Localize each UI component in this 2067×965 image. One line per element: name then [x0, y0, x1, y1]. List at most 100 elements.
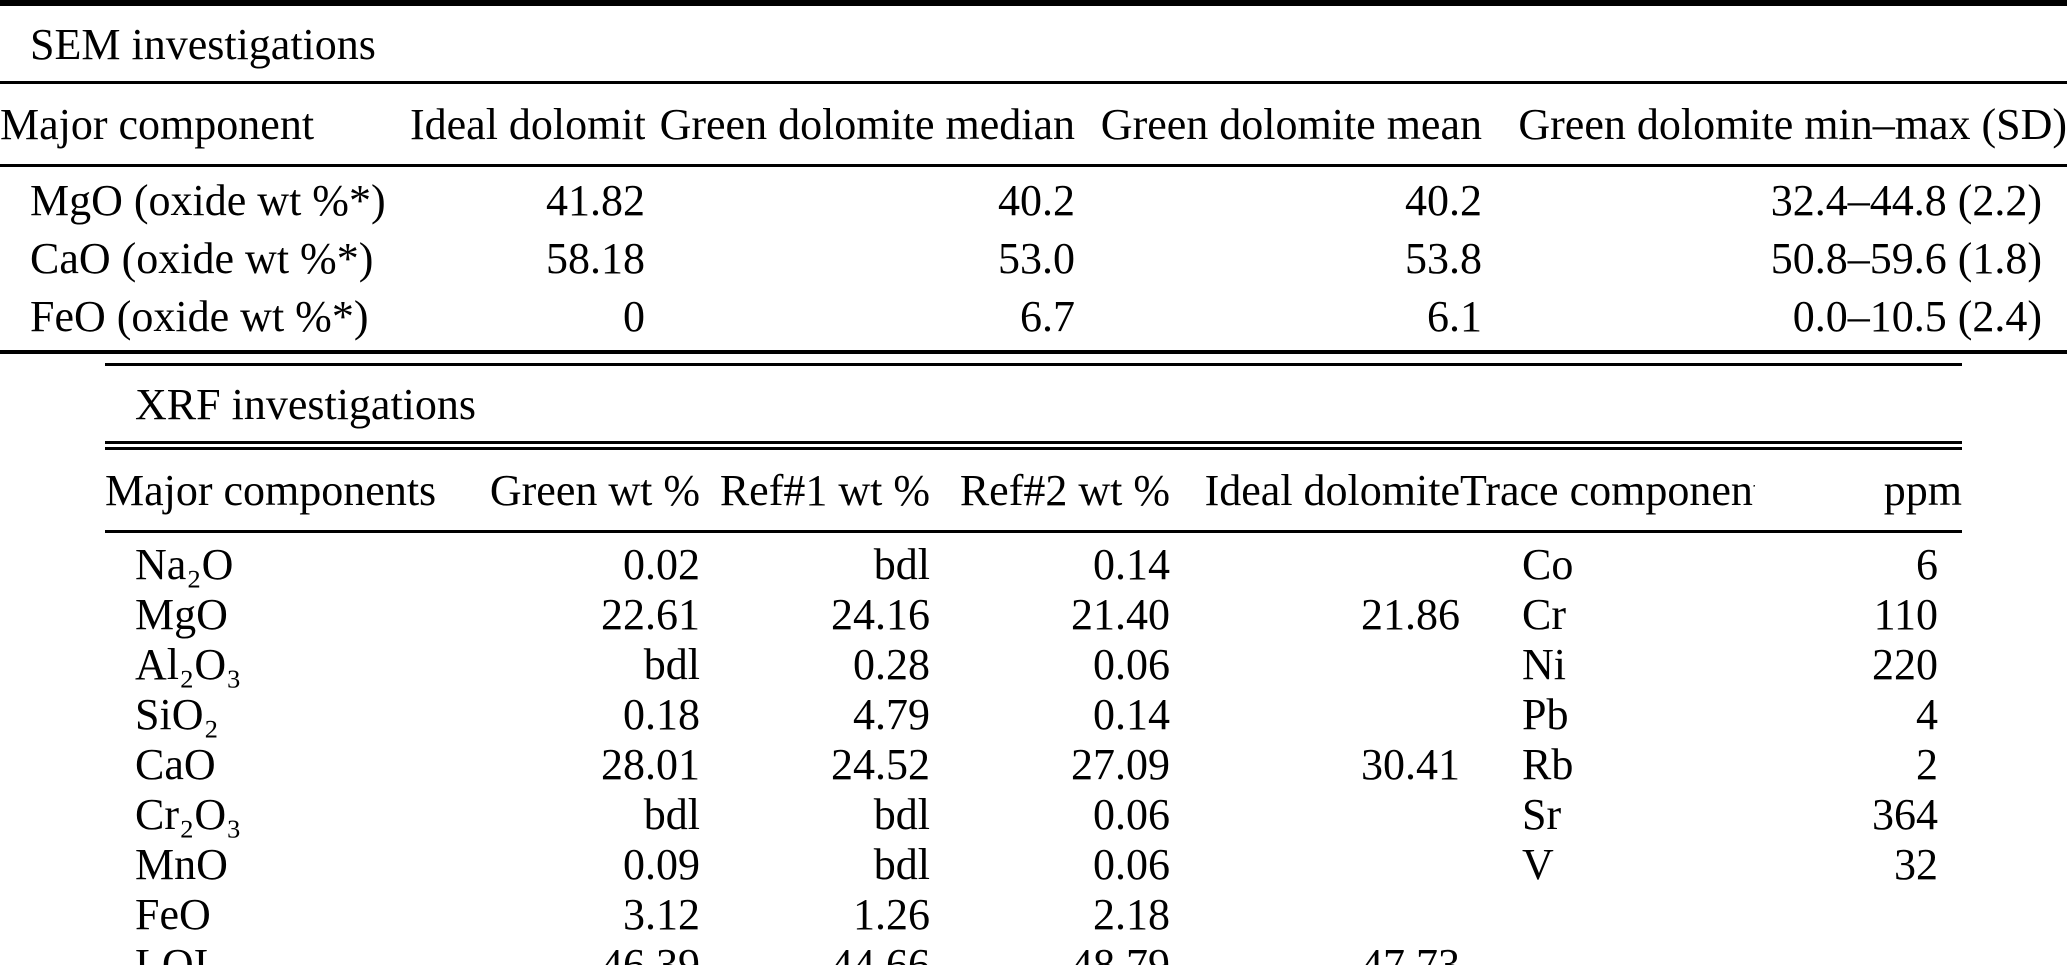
ppm-cell	[1755, 890, 1962, 940]
component-cell: FeO	[135, 890, 211, 939]
value-cell: 21.40	[1071, 590, 1170, 639]
value-cell: 0.06	[1093, 640, 1170, 689]
trace-cell: Co	[1522, 540, 1574, 589]
xrf-col-green-wt: Green wt %	[485, 445, 700, 533]
value-cell: 1.26	[853, 890, 930, 939]
value-cell: 3.12	[623, 890, 700, 939]
value-cell: 0.0–10.5 (2.4)	[1792, 292, 2043, 341]
value-cell: 58.18	[546, 234, 645, 283]
value-cell	[1170, 790, 1460, 840]
table-row: MgO 22.61 24.16 21.40 21.86 Cr 110	[105, 590, 1962, 640]
trace-cell: Ni	[1522, 640, 1566, 689]
trace-cell	[1460, 890, 1755, 940]
value-cell: 46.39	[601, 940, 700, 965]
value-cell: 6.7	[1020, 292, 1075, 341]
xrf-section-title-row: XRF investigations	[105, 364, 1963, 450]
ppm-cell: 220	[1872, 640, 1939, 689]
value-cell: 28.01	[601, 740, 700, 789]
value-cell: 30.41	[1361, 740, 1460, 789]
value-cell: 21.86	[1361, 590, 1460, 639]
value-cell: 48.79	[1071, 940, 1170, 965]
ppm-cell	[1755, 940, 1962, 965]
table-row: LOI 46.39 44.66 48.79 47.73	[105, 940, 1962, 965]
component-cell: SiO₂	[135, 690, 219, 739]
trace-cell: Rb	[1522, 740, 1574, 789]
value-cell: bdl	[643, 640, 700, 689]
value-cell: 2.18	[1093, 890, 1170, 939]
value-cell: 0.02	[623, 540, 700, 589]
value-cell: bdl	[873, 840, 930, 889]
ppm-cell: 32	[1894, 840, 1939, 889]
table-row: MnO 0.09 bdl 0.06 V 32	[105, 840, 1962, 890]
table-row: CaO 28.01 24.52 27.09 30.41 Rb 2	[105, 740, 1962, 790]
xrf-col-major-components: Major components	[105, 445, 485, 533]
value-cell: 40.2	[1405, 176, 1482, 225]
value-cell	[1170, 840, 1460, 890]
trace-cell: Cr	[1522, 590, 1566, 639]
component-cell: Na₂O	[135, 540, 234, 589]
trace-cell: Sr	[1522, 790, 1562, 839]
component-cell: CaO (oxide wt %*)	[30, 234, 374, 283]
value-cell: 0.09	[623, 840, 700, 889]
component-cell: MgO (oxide wt %*)	[30, 176, 386, 225]
value-cell: 32.4–44.8 (2.2)	[1770, 176, 2043, 225]
component-cell: CaO	[135, 740, 216, 789]
value-cell: 27.09	[1071, 740, 1170, 789]
table-row: FeO 3.12 1.26 2.18	[105, 890, 1962, 940]
ppm-cell: 6	[1916, 540, 1939, 589]
table-row: Cr₂O₃ bdl bdl 0.06 Sr 364	[105, 790, 1962, 840]
component-cell: FeO (oxide wt %*)	[30, 292, 369, 341]
sem-header-row: Major component Ideal dolomite Green dol…	[0, 82, 2067, 167]
sem-col-green-minmax: Green dolomite min–max (SD)	[1482, 82, 2067, 167]
table-row: Na₂O 0.02 bdl 0.14 Co 6	[105, 532, 1962, 591]
value-cell: 0.28	[853, 640, 930, 689]
value-cell: 6.1	[1427, 292, 1482, 341]
sem-col-green-median: Green dolomite median	[645, 82, 1075, 167]
value-cell: 24.16	[831, 590, 930, 639]
component-cell: Al₂O₃	[135, 640, 242, 689]
value-cell: bdl	[873, 790, 930, 839]
value-cell: 41.82	[546, 176, 645, 225]
component-cell: MgO	[135, 590, 228, 639]
sem-investigations-table: SEM investigations Major component Ideal…	[0, 0, 2067, 354]
sem-section-title-row: SEM investigations	[0, 3, 2067, 84]
value-cell	[1170, 532, 1460, 591]
value-cell: 53.8	[1405, 234, 1482, 283]
table-row: Al₂O₃ bdl 0.28 0.06 Ni 220	[105, 640, 1962, 690]
xrf-investigations-table: XRF investigations Major components Gree…	[105, 363, 1963, 965]
xrf-col-ref1-wt: Ref#1 wt %	[700, 445, 930, 533]
ppm-cell: 2	[1916, 740, 1939, 789]
trace-cell	[1460, 940, 1755, 965]
value-cell: bdl	[643, 790, 700, 839]
value-cell: 40.2	[998, 176, 1075, 225]
value-cell: 4.79	[853, 690, 930, 739]
value-cell: 44.66	[831, 940, 930, 965]
value-cell	[1170, 640, 1460, 690]
xrf-col-ideal-dolomite: Ideal dolomite	[1170, 445, 1460, 533]
value-cell: 0.14	[1093, 690, 1170, 739]
component-cell: LOI	[135, 940, 209, 965]
ppm-cell: 4	[1916, 690, 1939, 739]
trace-cell: V	[1522, 840, 1554, 889]
value-cell	[1170, 690, 1460, 740]
xrf-col-trace-components: Trace components	[1460, 445, 1755, 533]
value-cell: 0.14	[1093, 540, 1170, 589]
value-cell: 22.61	[601, 590, 700, 639]
value-cell: 47.73	[1361, 940, 1460, 965]
trace-cell: Pb	[1522, 690, 1569, 739]
value-cell	[1170, 890, 1460, 940]
table-row: CaO (oxide wt %*) 58.18 53.0 53.8 50.8–5…	[0, 230, 2067, 288]
ppm-cell: 110	[1873, 590, 1939, 639]
value-cell: 53.0	[998, 234, 1075, 283]
table-row: SiO₂ 0.18 4.79 0.14 Pb 4	[105, 690, 1962, 740]
ppm-cell: 364	[1872, 790, 1939, 839]
value-cell: 24.52	[831, 740, 930, 789]
xrf-col-ppm: ppm	[1755, 445, 1963, 533]
value-cell: bdl	[873, 540, 930, 589]
xrf-section-title: XRF investigations	[105, 364, 1963, 450]
component-cell: Cr₂O₃	[135, 790, 242, 839]
value-cell: 0.06	[1093, 790, 1170, 839]
value-cell: 0.06	[1093, 840, 1170, 889]
table-row: MgO (oxide wt %*) 41.82 40.2 40.2 32.4–4…	[0, 166, 2067, 231]
